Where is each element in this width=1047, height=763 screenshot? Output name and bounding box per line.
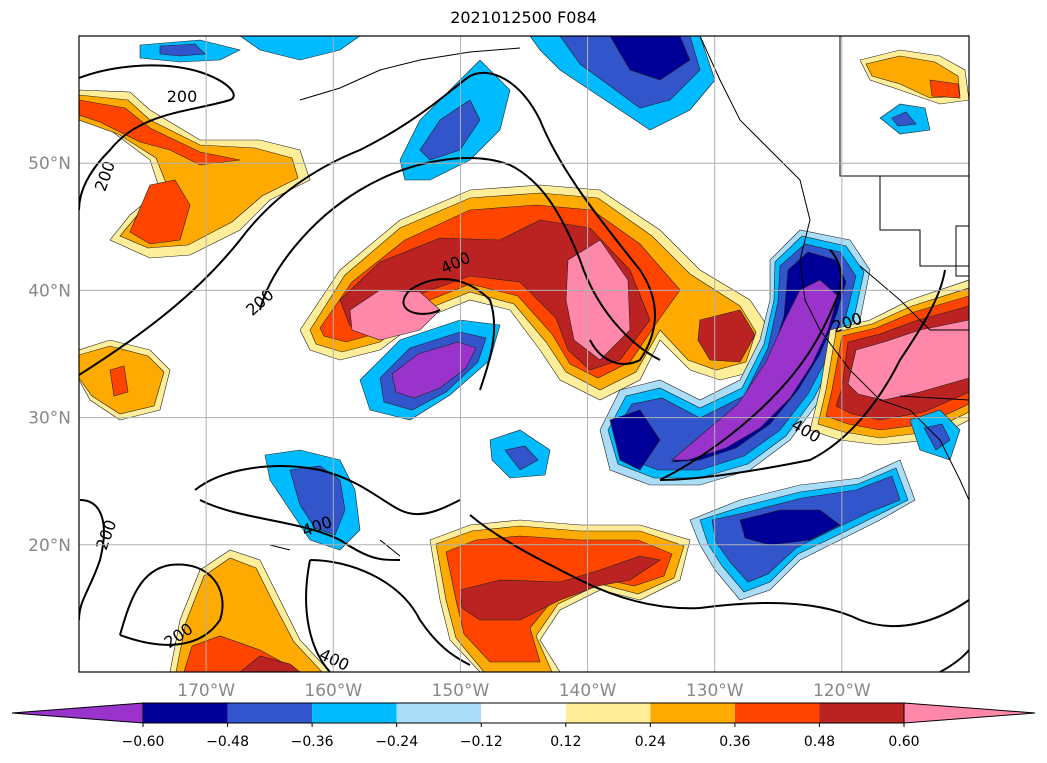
lon-tick-label: 160°W [304, 681, 362, 701]
lon-tick-label: 120°W [813, 681, 871, 701]
lat-tick-label: 30°N [28, 409, 71, 429]
latitude-tick-labels: 50°N 40°N 30°N 20°N [28, 154, 71, 556]
colorbar-segment [565, 703, 651, 723]
svg-text:200: 200 [167, 87, 198, 106]
colorbar-tick-label: −0.12 [460, 734, 503, 750]
colorbar-tick-label: 0.60 [888, 734, 919, 750]
contour-label: 200 [167, 87, 198, 106]
colorbar-segment [650, 703, 735, 723]
shaded-field [79, 36, 969, 672]
colorbar-segment [227, 703, 313, 723]
lon-tick-label: 130°W [686, 681, 744, 701]
colorbar [11, 702, 1036, 724]
map-gridlines [79, 36, 969, 672]
lon-tick-label: 150°W [432, 681, 490, 701]
colorbar-segment [143, 703, 228, 723]
colorbar-segment [734, 703, 820, 723]
lon-tick-label: 170°W [177, 681, 235, 701]
map-frame [78, 35, 970, 673]
lat-tick-label: 40°N [28, 281, 71, 301]
colorbar-tick-label: −0.48 [206, 734, 249, 750]
colorbar-tick-label: −0.36 [291, 734, 334, 750]
colorbar-tick-labels: −0.60 −0.48 −0.36 −0.24 −0.12 0.12 0.24 0.36 0.4… [122, 723, 920, 750]
lat-tick-label: 20°N [28, 536, 71, 556]
colorbar-tick-label: −0.60 [122, 734, 165, 750]
lon-tick-label: 140°W [559, 681, 617, 701]
colorbar-segment [312, 703, 397, 723]
colorbar-extend-high [903, 702, 1036, 724]
contour-lines [79, 64, 969, 672]
colorbar-tick-label: −0.24 [375, 734, 418, 750]
longitude-tick-labels: 170°W 160°W 150°W 140°W 130°W 120°W [177, 681, 871, 701]
colorbar-segment [481, 703, 566, 723]
colorbar-tick-label: 0.12 [550, 734, 581, 750]
lat-tick-label: 50°N [28, 154, 71, 174]
colorbar-segment [396, 703, 482, 723]
colorbar-tick-label: 0.48 [804, 734, 835, 750]
colorbar-tick-label: 0.24 [635, 734, 666, 750]
colorbar-tick-label: 0.36 [719, 734, 750, 750]
map-title: 2021012500 F084 [450, 8, 597, 27]
colorbar-segment [819, 703, 904, 723]
colorbar-extend-low [11, 702, 144, 724]
